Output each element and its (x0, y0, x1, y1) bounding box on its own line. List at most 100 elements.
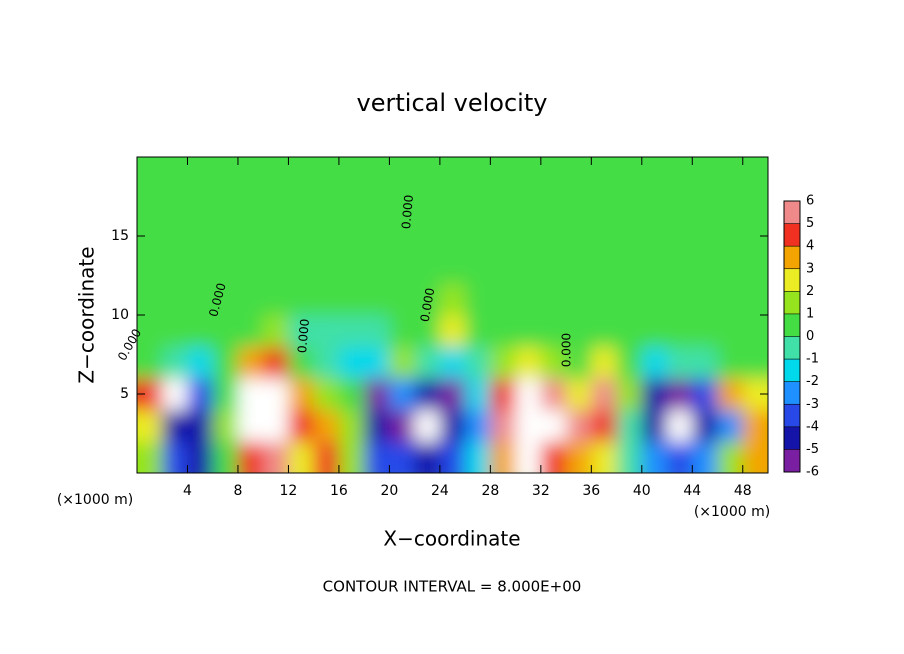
field-cell (439, 220, 466, 253)
field-cell (465, 188, 491, 221)
colorbar-label: 2 (806, 284, 814, 299)
field-cell (439, 378, 466, 411)
field-cell (389, 378, 416, 411)
field-cell (162, 315, 188, 348)
field-cell (439, 315, 466, 348)
colorbar-swatch (784, 336, 800, 360)
y-tick-label: 10 (111, 307, 129, 323)
field-cell (338, 378, 365, 411)
field-cell (692, 315, 719, 348)
colorbar-label: -1 (806, 352, 819, 367)
field-cell (313, 157, 340, 190)
field-cell (439, 251, 466, 284)
field-cell (465, 157, 491, 190)
field-cell (490, 315, 517, 348)
x-tick-label: 44 (683, 483, 701, 499)
x-tick-label: 48 (734, 483, 752, 499)
field-cell (288, 283, 315, 316)
field-cell (137, 441, 163, 473)
field-cell (465, 409, 491, 442)
field-cell (338, 441, 365, 473)
field-cell (364, 283, 390, 316)
field-cell (364, 220, 390, 253)
field-cell (515, 441, 542, 473)
chart-title: vertical velocity (357, 89, 548, 117)
colorbar-label: -2 (806, 374, 819, 389)
x-tick-label: 8 (233, 483, 242, 499)
field-cell (187, 188, 214, 221)
field-cell (288, 346, 315, 379)
field-cell (490, 441, 517, 473)
field-cell (389, 188, 416, 221)
field-cell (591, 315, 618, 348)
field-cell (389, 157, 416, 190)
x-tick-label: 40 (633, 483, 651, 499)
field-cell (692, 251, 719, 284)
field-cell (490, 188, 517, 221)
field-cell (137, 251, 163, 284)
field-cell (439, 188, 466, 221)
x-tick-label: 32 (532, 483, 550, 499)
field-cell (566, 315, 592, 348)
field-cell (162, 346, 188, 379)
field-cell (389, 283, 416, 316)
field-cell (490, 220, 517, 253)
field-cell (414, 251, 441, 284)
x-tick-label: 16 (330, 483, 348, 499)
field-cell (515, 251, 542, 284)
field-cell (515, 188, 542, 221)
field-cell (212, 441, 239, 473)
field-cell (566, 283, 592, 316)
colorbar-label: -3 (806, 397, 819, 412)
field-cell (263, 188, 289, 221)
field-cell (515, 315, 542, 348)
field-cell (212, 346, 239, 379)
field-cell (137, 346, 163, 379)
field-cell (490, 409, 517, 442)
field-cell (566, 378, 592, 411)
field-cell (414, 188, 441, 221)
field-cell (237, 220, 264, 253)
field-cell (389, 315, 416, 348)
x-tick-label: 36 (582, 483, 600, 499)
field-cell (742, 441, 768, 473)
field-cell (591, 220, 618, 253)
field-cell (439, 441, 466, 473)
field-cell (641, 378, 668, 411)
field-cell (667, 315, 693, 348)
field-cell (667, 157, 693, 190)
field-cell (742, 157, 768, 190)
field-cell (313, 315, 340, 348)
colorbar-label: 6 (806, 194, 814, 209)
field-cell (263, 220, 289, 253)
field-cell (187, 409, 214, 442)
field-cell (338, 283, 365, 316)
field-cell (641, 441, 668, 473)
colorbar-swatch (784, 291, 800, 314)
field-cell (465, 283, 491, 316)
field-cell (364, 378, 390, 411)
x-unit-label: (×1000 m) (694, 504, 770, 520)
field-cell (742, 188, 768, 221)
field-cell (364, 441, 390, 473)
field-cell (515, 409, 542, 442)
field-cell (641, 220, 668, 253)
field-cell (439, 157, 466, 190)
field-cell (338, 409, 365, 442)
field-cell (187, 315, 214, 348)
field-cell (288, 251, 315, 284)
x-tick-label: 28 (481, 483, 499, 499)
field-cell (263, 283, 289, 316)
contour-label: 0.000 (399, 194, 416, 229)
field-cell (641, 251, 668, 284)
field-cell (389, 220, 416, 253)
field-cell (338, 157, 365, 190)
field-cell (187, 220, 214, 253)
field-cell (313, 441, 340, 473)
field-cell (591, 283, 618, 316)
field-cell (237, 157, 264, 190)
field-cell (364, 251, 390, 284)
field-cell (465, 441, 491, 473)
field-cell (137, 409, 163, 442)
field-cell (237, 441, 264, 473)
